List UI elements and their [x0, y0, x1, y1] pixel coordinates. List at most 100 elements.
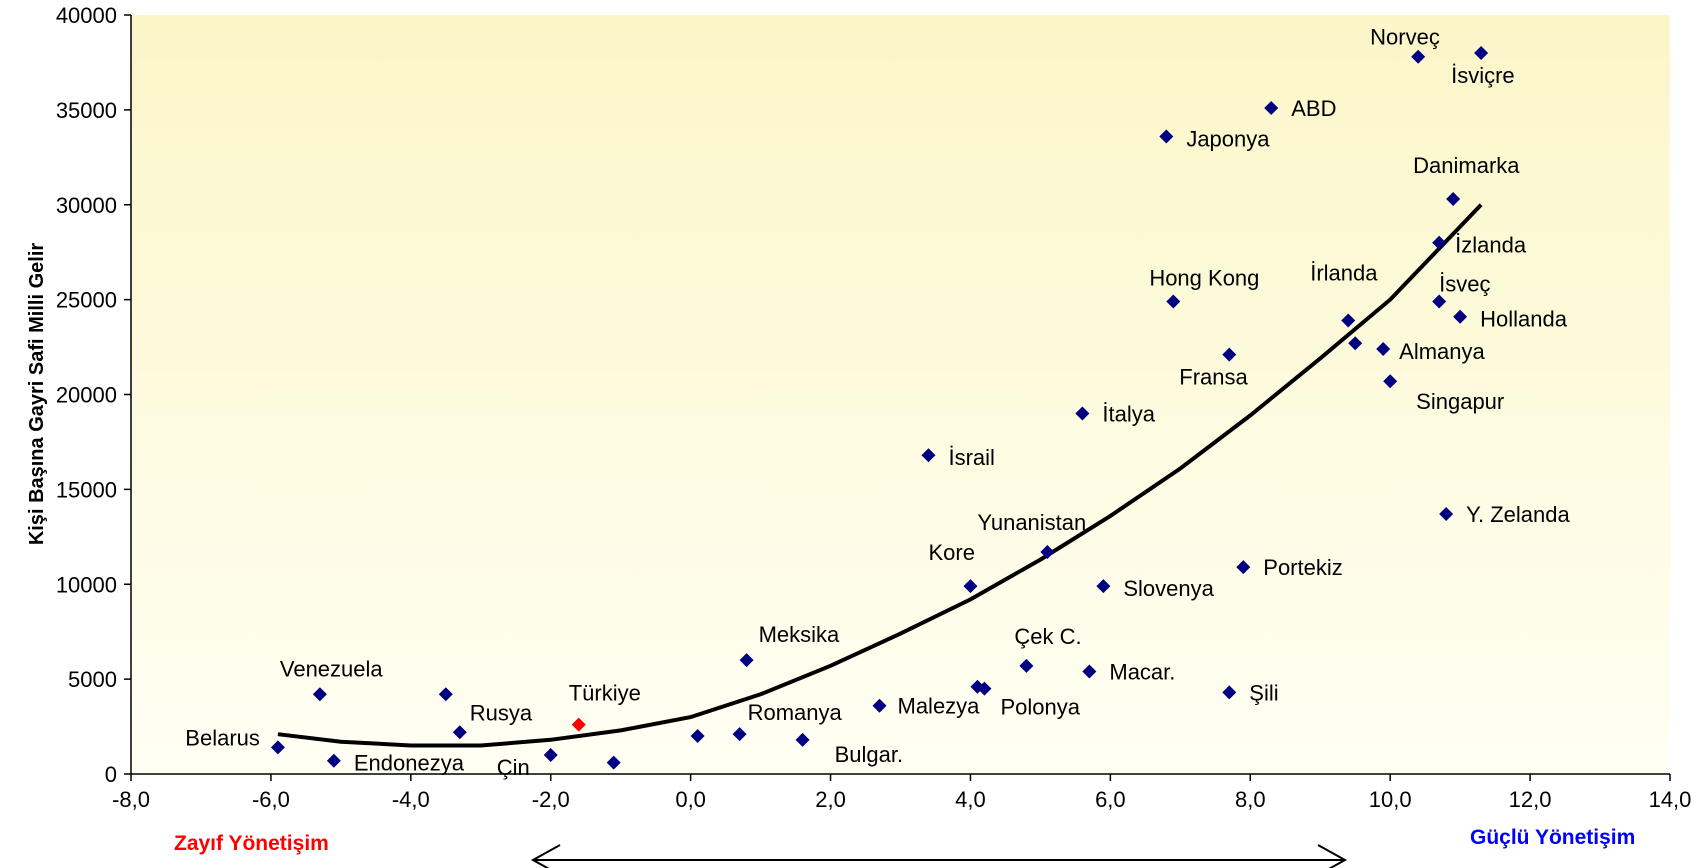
x-tick-label: 10,0: [1369, 787, 1412, 812]
point-label: Venezuela: [280, 656, 384, 681]
x-axis-ticks: -8,0 -6,0 -4,0 -2,0 0,0 2,0 4,0 6,0 8,0 10,0 12,0 1…: [112, 774, 1691, 812]
data-point: [326, 753, 341, 768]
point-labels: Belarus Venezuela Endonezya Rusya Çin Türkiye…: [185, 25, 1570, 780]
point-label: Y. Zelanda: [1466, 502, 1570, 527]
data-point: [1474, 45, 1489, 60]
point-label: Türkiye: [569, 681, 641, 706]
data-point: [732, 727, 747, 742]
data-point: [1166, 294, 1181, 309]
point-label: Slovenya: [1123, 576, 1214, 601]
point-label: İsrail: [948, 445, 994, 470]
point-label: Polonya: [1000, 695, 1080, 720]
trend-line: [277, 203, 1483, 748]
point-label: Çin: [497, 755, 530, 780]
y-tick-label: 40000: [56, 3, 117, 28]
data-point: [270, 740, 285, 755]
data-point: [1446, 192, 1461, 207]
point-label: İsviçre: [1451, 63, 1515, 88]
data-point: [1222, 685, 1237, 700]
data-point: [438, 687, 453, 702]
point-label: Çek C.: [1014, 624, 1081, 649]
data-point: [312, 687, 327, 702]
data-point: [1453, 309, 1468, 324]
x-tick-label: 14,0: [1649, 787, 1692, 812]
data-point: [795, 732, 810, 747]
x-tick-label: 0,0: [675, 787, 706, 812]
point-label: İzlanda: [1455, 233, 1527, 258]
point-label: ABD: [1291, 96, 1336, 121]
y-tick-label: 5000: [68, 667, 117, 692]
y-tick-label: 30000: [56, 193, 117, 218]
point-label: Romanya: [748, 700, 843, 725]
data-point: [1439, 507, 1454, 522]
data-point: [1040, 544, 1055, 559]
data-point: [1376, 341, 1391, 356]
y-tick-label: 35000: [56, 98, 117, 123]
y-tick-label: 25000: [56, 288, 117, 313]
point-label: İtalya: [1102, 401, 1155, 426]
data-point: [1264, 100, 1279, 115]
data-point: [690, 729, 705, 744]
data-point: [1019, 658, 1034, 673]
data-point: [1075, 406, 1090, 421]
point-label: Singapur: [1416, 389, 1504, 414]
point-label: Hong Kong: [1149, 266, 1259, 291]
point-label: Almanya: [1399, 339, 1485, 364]
data-point: [1082, 664, 1097, 679]
point-label: Malezya: [898, 694, 981, 719]
point-label: Yunanistan: [977, 510, 1086, 535]
y-tick-label: 15000: [56, 477, 117, 502]
data-point: [1236, 560, 1251, 575]
x-tick-label: -2,0: [532, 787, 570, 812]
data-point: [452, 725, 467, 740]
point-label: İrlanda: [1310, 260, 1378, 285]
point-label: Meksika: [759, 622, 840, 647]
point-label: Kore: [928, 540, 974, 565]
point-label: Macar.: [1109, 660, 1175, 685]
data-point: [739, 653, 754, 668]
data-point: [1348, 336, 1363, 351]
double-arrow: [530, 844, 1348, 868]
y-tick-label: 10000: [56, 572, 117, 597]
data-point: [606, 755, 621, 770]
point-label: Norveç: [1370, 25, 1440, 50]
point-label: Belarus: [185, 725, 260, 750]
x-tick-label: -6,0: [252, 787, 290, 812]
strong-governance-label: Güçlü Yönetişim: [1470, 826, 1635, 849]
point-label: Portekiz: [1263, 555, 1342, 580]
x-tick-label: 2,0: [815, 787, 846, 812]
point-label: Rusya: [470, 700, 533, 725]
data-point: [977, 681, 992, 696]
x-tick-label: 8,0: [1235, 787, 1266, 812]
data-point: [1383, 374, 1398, 389]
point-label: Japonya: [1186, 126, 1270, 151]
y-axis-label: Kişi Başına Gayri Safi Milli Gelir: [26, 243, 48, 546]
plot-area: [131, 15, 1670, 774]
data-point: [1341, 313, 1356, 328]
x-tick-label: 12,0: [1509, 787, 1552, 812]
data-point: [571, 717, 586, 732]
y-tick-label: 20000: [56, 383, 117, 408]
data-points: [270, 45, 1489, 770]
point-label: Danimarka: [1413, 153, 1520, 178]
data-point: [921, 448, 936, 463]
point-label: Bulgar.: [835, 742, 904, 767]
weak-governance-label: Zayıf Yönetişim: [174, 832, 329, 855]
data-point: [1159, 129, 1174, 144]
point-label: İsveç: [1439, 272, 1490, 297]
point-label: Endonezya: [354, 751, 465, 776]
data-point: [872, 698, 887, 713]
point-label: Şili: [1249, 680, 1278, 705]
data-point: [1432, 235, 1447, 250]
x-tick-label: 6,0: [1095, 787, 1126, 812]
data-point: [963, 579, 978, 594]
x-tick-label: 4,0: [955, 787, 986, 812]
point-label: Fransa: [1179, 365, 1248, 390]
point-label: Hollanda: [1480, 307, 1568, 332]
x-tick-label: -8,0: [112, 787, 150, 812]
data-point: [1432, 294, 1447, 309]
data-point: [1222, 347, 1237, 362]
y-tick-label: 0: [105, 762, 117, 787]
data-point: [1411, 49, 1426, 64]
